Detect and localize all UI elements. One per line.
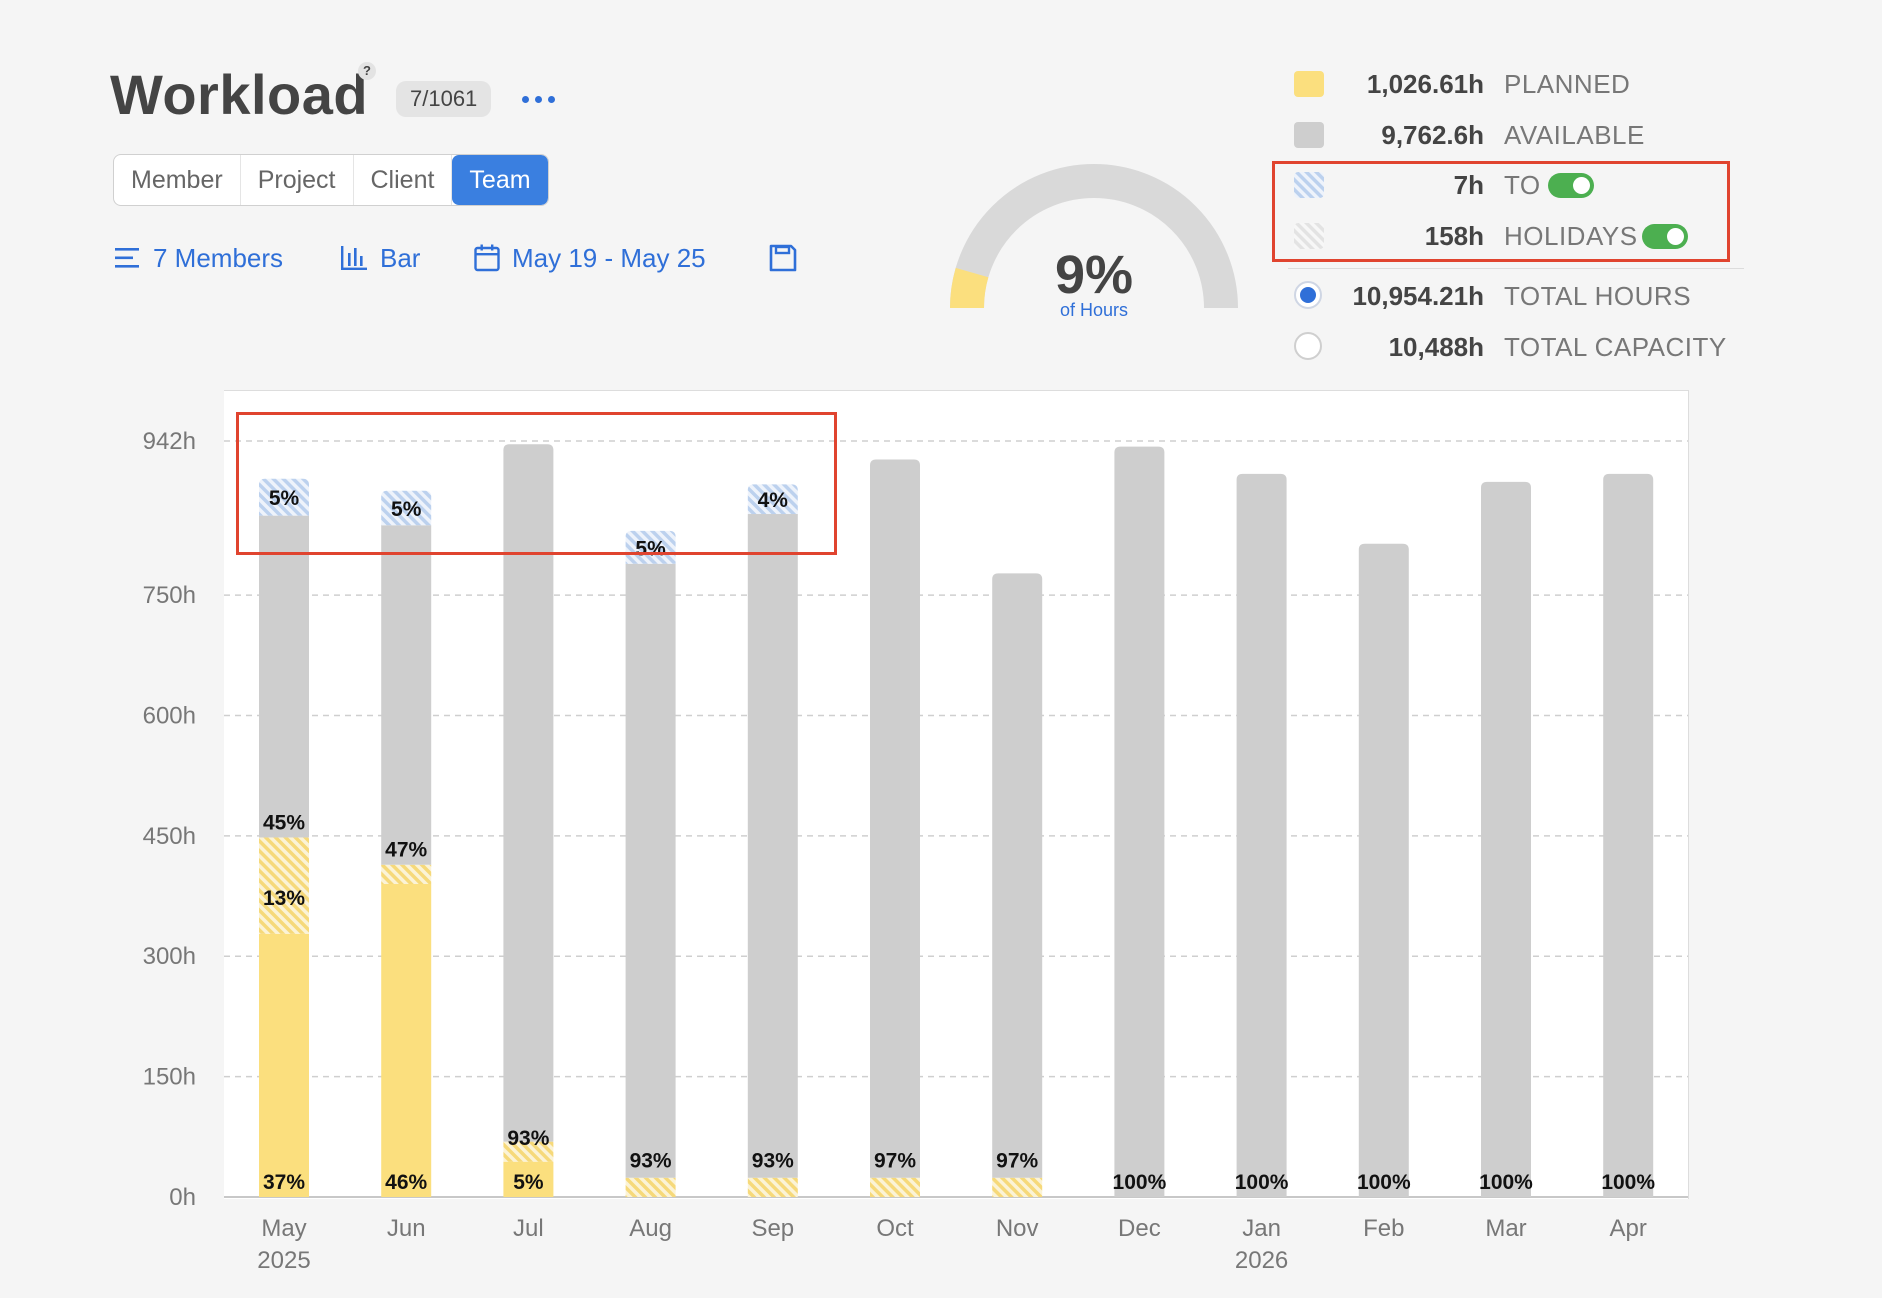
- save-view-button[interactable]: [768, 240, 810, 276]
- y-tick-label: 600h: [143, 702, 196, 729]
- calendar-icon: [474, 244, 500, 272]
- y-tick-label: 450h: [143, 823, 196, 850]
- date-range-label: May 19 - May 25: [512, 242, 706, 273]
- legend-divider: [1288, 268, 1744, 269]
- holidays-value: 158h: [1424, 221, 1484, 251]
- view-tabs: Member Project Client Team: [113, 154, 549, 206]
- available-swatch: [1294, 122, 1324, 148]
- chart-panel: [224, 390, 1689, 1199]
- x-tick-label: Sep: [751, 1215, 794, 1242]
- tab-project[interactable]: Project: [241, 155, 354, 205]
- x-tick-year-label: 2026: [1235, 1247, 1288, 1274]
- y-tick-label: 942h: [143, 428, 196, 455]
- tab-member[interactable]: Member: [114, 155, 241, 205]
- total-capacity-value: 10,488h: [1388, 332, 1484, 362]
- x-tick-year-label: 2025: [257, 1247, 310, 1274]
- list-icon: [115, 248, 139, 268]
- tab-team[interactable]: Team: [452, 155, 548, 205]
- total-hours-radio[interactable]: [1294, 281, 1322, 309]
- legend-highlight-box: [1272, 161, 1730, 262]
- gauge-track: [950, 164, 1238, 309]
- legend-planned: 1,026.61h PLANNED: [1294, 67, 1754, 101]
- gauge-sub-label: of Hours: [1059, 300, 1129, 320]
- planned-swatch: [1294, 71, 1324, 97]
- gauge-fill: [950, 267, 989, 309]
- chart-highlight-box: [236, 412, 837, 555]
- to-swatch: [1294, 172, 1324, 198]
- holidays-label: HOLIDAYS: [1504, 221, 1638, 251]
- more-options-icon[interactable]: [522, 96, 556, 104]
- help-icon[interactable]: ?: [358, 62, 376, 80]
- x-tick-label: Aug: [629, 1215, 672, 1242]
- gauge-percent: 9%: [1054, 245, 1134, 305]
- x-tick-label: Apr: [1610, 1215, 1647, 1242]
- available-label: AVAILABLE: [1504, 120, 1645, 150]
- y-tick-label: 750h: [143, 582, 196, 609]
- to-label: TO: [1504, 170, 1541, 200]
- x-tick-label: Nov: [996, 1215, 1039, 1242]
- legend-holidays: 158h HOLIDAYS: [1294, 219, 1754, 253]
- x-tick-label: Jun: [387, 1215, 426, 1242]
- y-tick-label: 300h: [143, 943, 196, 970]
- holidays-swatch: [1294, 223, 1324, 249]
- total-capacity-radio[interactable]: [1294, 332, 1322, 360]
- page-title: Workload: [110, 63, 369, 126]
- total-hours-label: TOTAL HOURS: [1504, 281, 1692, 311]
- x-tick-label: Feb: [1363, 1215, 1404, 1242]
- y-tick-label: 150h: [143, 1064, 196, 1091]
- x-tick-label: Oct: [876, 1215, 914, 1242]
- date-range-picker[interactable]: May 19 - May 25: [474, 240, 706, 276]
- planned-label: PLANNED: [1504, 69, 1631, 99]
- bar-chart-icon: [341, 246, 367, 270]
- x-tick-label: Jul: [513, 1215, 544, 1242]
- y-tick-label: 0h: [169, 1184, 196, 1211]
- tab-client[interactable]: Client: [354, 155, 453, 205]
- planned-value: 1,026.61h: [1366, 69, 1484, 99]
- legend-total-hours[interactable]: 10,954.21h TOTAL HOURS: [1294, 279, 1754, 313]
- x-tick-label: Mar: [1485, 1215, 1526, 1242]
- total-hours-value: 10,954.21h: [1352, 281, 1484, 311]
- legend-total-capacity[interactable]: 10,488h TOTAL CAPACITY: [1294, 330, 1754, 364]
- to-toggle[interactable]: [1548, 173, 1594, 198]
- x-tick-label: May: [261, 1215, 306, 1242]
- legend-to: 7h TO: [1294, 168, 1754, 202]
- count-badge: 7/1061: [396, 81, 492, 117]
- available-value: 9,762.6h: [1381, 120, 1484, 150]
- members-label: 7 Members: [153, 242, 284, 273]
- members-filter-button[interactable]: 7 Members: [115, 240, 283, 276]
- x-tick-label: Jan: [1242, 1215, 1281, 1242]
- legend-available: 9,762.6h AVAILABLE: [1294, 118, 1754, 152]
- total-capacity-label: TOTAL CAPACITY: [1504, 332, 1727, 362]
- chart-type-label: Bar: [380, 242, 421, 273]
- x-tick-label: Dec: [1118, 1215, 1161, 1242]
- hours-gauge: [950, 164, 1238, 309]
- save-icon: [769, 244, 797, 272]
- to-value: 7h: [1453, 170, 1484, 200]
- chart-type-button[interactable]: Bar: [340, 240, 420, 276]
- holidays-toggle[interactable]: [1642, 224, 1688, 249]
